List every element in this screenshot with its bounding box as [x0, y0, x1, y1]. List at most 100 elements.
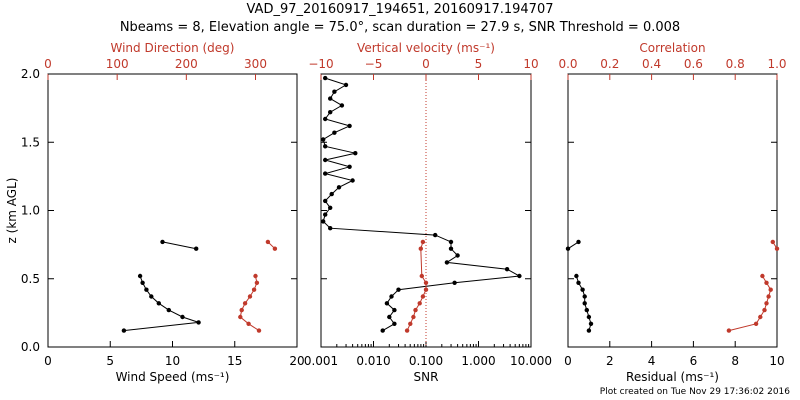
data-point [166, 307, 171, 313]
data-point [433, 232, 438, 238]
data-point [196, 320, 201, 325]
data-point [411, 314, 416, 320]
plot-frame [47, 73, 298, 348]
data-point [323, 75, 328, 81]
data-point [353, 151, 358, 156]
data-point [160, 239, 165, 245]
top-tick-label: 200 [175, 57, 198, 71]
data-point [242, 301, 248, 306]
top-tick-label: 0 [44, 57, 52, 71]
data-point [247, 294, 253, 299]
data-point [251, 287, 257, 292]
data-point [586, 314, 592, 320]
x-tick-label: 10 [165, 354, 180, 368]
data-point [504, 267, 510, 272]
data-point [347, 164, 352, 169]
data-point [156, 301, 161, 306]
x-tick-label: 1.000 [461, 354, 495, 368]
data-point [336, 185, 342, 190]
data-point [328, 110, 333, 115]
data-point [321, 219, 326, 224]
top-tick-label: 0.8 [726, 57, 745, 71]
top-axis-label: Vertical velocity (ms⁻¹) [357, 41, 495, 55]
data-point [762, 307, 767, 313]
top-tick-label: 100 [106, 57, 129, 71]
data-point [343, 82, 349, 88]
data-point [140, 280, 145, 285]
data-point [448, 246, 454, 251]
chart-subtitle: Nbeams = 8, Elevation angle = 75.0°, sca… [119, 20, 681, 35]
x-tick-label: 0 [564, 354, 572, 368]
x-tick-label: 6 [690, 354, 698, 368]
data-point [149, 294, 154, 299]
data-point [272, 246, 278, 251]
top-tick-label: 1.0 [767, 57, 786, 71]
data-point [766, 294, 771, 299]
top-tick-label: 0.2 [600, 57, 619, 71]
data-point [408, 321, 413, 326]
data-point [586, 328, 592, 333]
data-point [423, 287, 429, 292]
data-point [238, 314, 243, 320]
plot-created-footer: Plot created on Tue Nov 29 17:36:02 2016 [599, 387, 790, 397]
data-point [417, 301, 422, 306]
data-point [758, 314, 763, 320]
data-point [392, 307, 397, 313]
data-point [455, 253, 460, 258]
data-point [323, 212, 328, 217]
data-point [256, 328, 262, 333]
data-point [323, 116, 328, 122]
data-point [726, 328, 732, 333]
data-point [246, 321, 251, 326]
x-axis-label: SNR [414, 370, 439, 384]
top-tick-label: 0.6 [684, 57, 703, 71]
data-point [448, 239, 454, 245]
y-tick-label: 1.0 [21, 204, 40, 218]
data-point [764, 280, 769, 285]
data-point [265, 239, 271, 245]
data-point [389, 294, 394, 299]
x-axis-label: Wind Speed (ms⁻¹) [116, 370, 230, 384]
data-point [588, 321, 594, 326]
x-tick-label: 2 [606, 354, 614, 368]
data-point [576, 280, 581, 285]
data-point [392, 321, 397, 326]
x-tick-label: 0.001 [304, 354, 338, 368]
data-point [396, 287, 401, 292]
plot-frame [567, 73, 778, 348]
top-tick-label: 0.4 [642, 57, 661, 71]
data-point [253, 273, 258, 279]
y-axis-label: z (km AGL) [5, 178, 19, 244]
x-tick-label: 0.010 [356, 354, 390, 368]
y-tick-label: 0.0 [21, 340, 40, 354]
data-point [121, 328, 127, 333]
data-point [764, 301, 769, 306]
data-point [584, 307, 589, 313]
x-tick-label: 10.000 [510, 354, 552, 368]
y-tick-label: 0.5 [21, 272, 40, 286]
data-point [770, 239, 775, 245]
data-point [753, 321, 759, 326]
y-tick-label: 2.0 [21, 67, 40, 81]
data-point [329, 191, 334, 197]
data-point [321, 137, 326, 142]
data-point [404, 328, 410, 333]
data-point [328, 226, 333, 231]
data-point [418, 246, 423, 251]
data-point [423, 280, 429, 285]
top-axis-label: Wind Direction (deg) [111, 41, 235, 55]
data-point [380, 328, 385, 333]
y-tick-label: 1.5 [21, 135, 40, 149]
data-point [768, 287, 773, 292]
data-point [137, 273, 143, 279]
top-tick-label: 10 [523, 57, 538, 71]
data-point [760, 273, 765, 279]
data-point [323, 144, 328, 149]
data-point [323, 198, 328, 204]
data-point [580, 287, 585, 292]
data-point [328, 205, 333, 210]
series-line [322, 77, 522, 332]
data-point [194, 246, 199, 251]
top-tick-label: −5 [365, 57, 383, 71]
